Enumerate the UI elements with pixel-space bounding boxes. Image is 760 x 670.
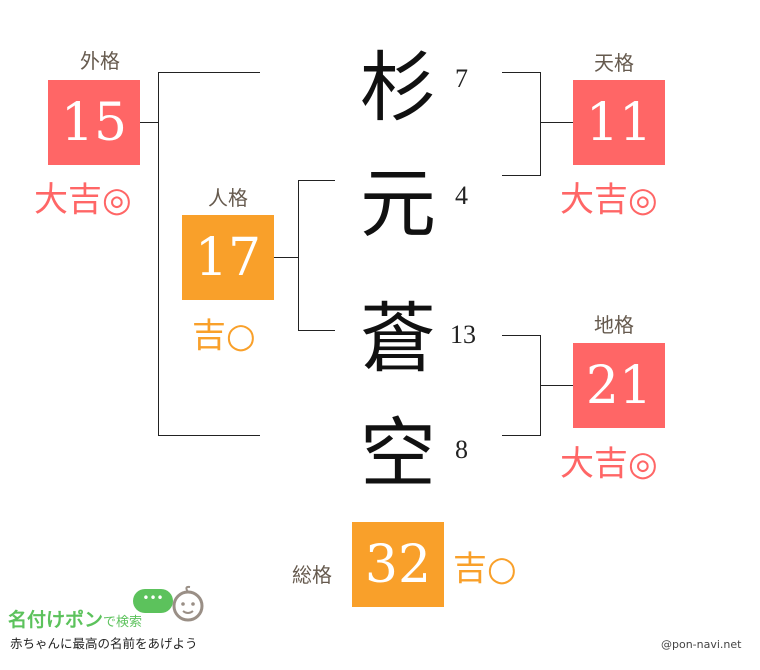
stroke-count: 13 [450,320,476,349]
bracket-line [140,122,158,123]
bracket-line [540,385,573,386]
bracket-line [502,72,540,73]
baby-face-icon [172,585,204,622]
soukaku-result: 吉○ [453,549,517,589]
bracket-line [502,175,540,176]
tenkaku-value: 11 [573,80,665,165]
name-char: 元 [360,159,436,248]
name-char: 蒼 [360,294,436,383]
gaikaku-label: 外格 [80,49,120,73]
name-char: 空 [360,409,436,498]
credit: @pon-navi.net [661,638,742,651]
bracket-line [540,122,573,123]
logo-suffix: で検索 [103,615,143,630]
bracket-line [502,335,540,336]
bracket-line [540,72,541,176]
chikaku-result: 大吉◎ [560,444,658,484]
gaikaku-result: 大吉◎ [34,180,132,220]
soukaku-value: 32 [352,522,444,607]
bracket-line [158,72,159,436]
bracket-line [274,257,298,258]
tenkaku-label: 天格 [594,51,634,75]
speech-bubble-icon: ••• [133,589,173,613]
logo-tagline: 赤ちゃんに最高の名前をあげよう [10,636,198,651]
jinkaku-result: 吉○ [192,316,256,356]
stroke-count: 4 [455,181,468,210]
bracket-line [502,435,540,436]
gaikaku-value: 15 [48,80,140,165]
jinkaku-label: 人格 [208,186,248,210]
chikaku-label: 地格 [594,313,634,337]
soukaku-label: 総格 [292,563,332,587]
tenkaku-result: 大吉◎ [560,180,658,220]
stroke-count: 8 [455,435,468,464]
bracket-line [298,180,335,181]
bracket-line [298,330,335,331]
bracket-line [158,72,260,73]
logo[interactable]: 名付けポンで検索 [8,605,142,632]
chikaku-value: 21 [573,343,665,428]
stroke-count: 7 [455,64,468,93]
logo-title: 名付けポン [8,609,104,631]
jinkaku-value: 17 [182,215,274,300]
bracket-line [298,180,299,331]
name-char: 杉 [360,43,436,132]
bracket-line [158,435,260,436]
